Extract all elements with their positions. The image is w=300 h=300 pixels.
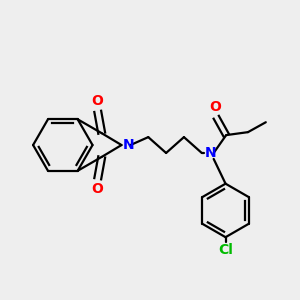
Text: Cl: Cl <box>218 243 233 257</box>
Text: O: O <box>209 100 221 114</box>
Text: O: O <box>91 94 103 108</box>
Text: N: N <box>122 138 134 152</box>
Text: N: N <box>205 146 216 160</box>
Text: O: O <box>91 182 103 196</box>
